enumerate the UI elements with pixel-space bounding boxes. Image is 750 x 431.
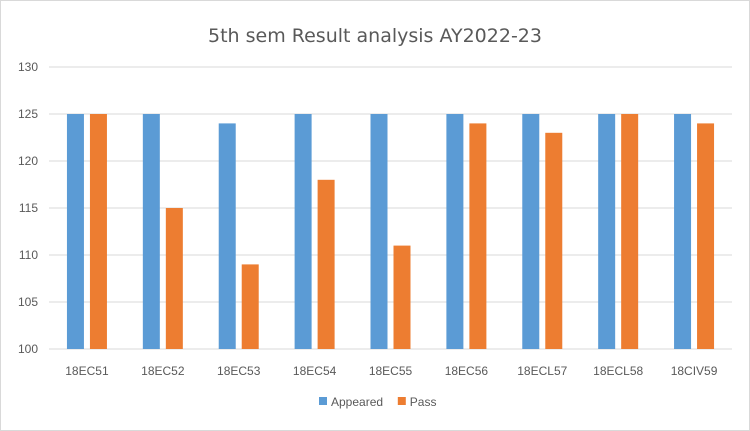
y-tick-label: 130	[18, 60, 38, 74]
x-tick-label: 18EC52	[141, 364, 185, 378]
bar-appeared-18ec51	[66, 114, 84, 349]
gridlines	[49, 66, 732, 350]
y-tick-label: 115	[19, 201, 38, 215]
bar-pass-18ecl57	[545, 132, 563, 349]
bar-appeared-18ec55	[370, 114, 388, 349]
bars	[66, 114, 715, 350]
legend-label-appeared: Appeared	[331, 395, 383, 409]
bar-pass-18ec56	[469, 123, 487, 350]
bar-appeared-18ec53	[218, 123, 236, 350]
x-axis-ticks: 18EC51 18EC52 18EC53 18EC54 18EC55 18EC56 18EC…	[65, 364, 717, 378]
bar-appeared-18ec52	[142, 114, 160, 349]
bar-pass-18ec53	[241, 264, 259, 349]
y-tick-label: 110	[19, 248, 38, 262]
bar-appeared-18civ59	[674, 114, 692, 349]
bar-appeared-18ec54	[294, 114, 312, 349]
legend-swatch-pass	[397, 397, 406, 405]
x-tick-label: 18ECL58	[593, 364, 643, 378]
legend-swatch-appeared	[319, 397, 327, 405]
x-tick-label: 18CIV59	[671, 364, 718, 378]
bar-appeared-18ecl58	[598, 114, 616, 349]
bar-pass-18ec51	[89, 114, 107, 349]
legend-label-pass: Pass	[410, 395, 437, 409]
y-axis-ticks: 100 105 110 115 120 125 130	[18, 60, 38, 356]
x-tick-label: 18EC53	[217, 364, 261, 378]
y-tick-label: 125	[18, 107, 38, 121]
bar-pass-18ec54	[317, 179, 335, 349]
chart-title: 5th sem Result analysis AY2022-23	[208, 25, 542, 47]
x-tick-label: 18EC51	[65, 364, 109, 378]
bar-pass-18ec55	[393, 245, 411, 349]
legend: Appeared Pass	[319, 395, 436, 409]
x-tick-label: 18ECL57	[517, 364, 567, 378]
bar-pass-18ecl58	[621, 114, 639, 349]
bar-appeared-18ecl57	[522, 114, 540, 349]
bar-pass-18ec52	[165, 208, 183, 349]
x-tick-label: 18EC56	[445, 364, 489, 378]
y-tick-label: 105	[18, 295, 38, 309]
x-tick-label: 18EC55	[369, 364, 413, 378]
x-tick-label: 18EC54	[293, 364, 337, 378]
bar-appeared-18ec56	[446, 114, 464, 349]
bar-pass-18civ59	[697, 123, 715, 350]
y-tick-label: 100	[18, 342, 38, 356]
y-tick-label: 120	[18, 154, 38, 168]
